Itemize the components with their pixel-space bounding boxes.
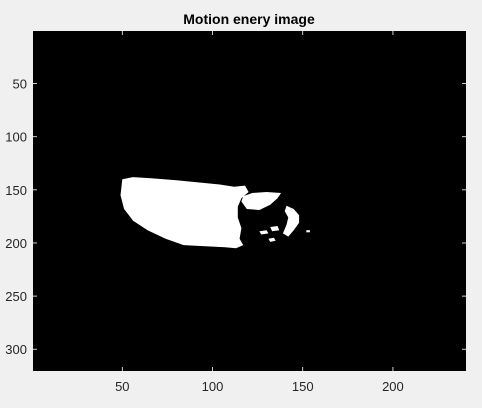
region-small-spot-3: [268, 237, 276, 242]
chart-title: Motion enery image: [183, 11, 315, 27]
x-tick-label: 200: [382, 379, 404, 394]
x-axis: 50 100 150 200: [115, 31, 404, 394]
region-small-spot-4: [306, 230, 310, 233]
y-tick-label: 200: [5, 236, 27, 251]
plot-area: [33, 31, 466, 371]
y-tick-label: 150: [5, 183, 27, 198]
y-tick-label: 250: [5, 289, 27, 304]
motion-regions: [120, 177, 310, 249]
x-tick-label: 100: [202, 379, 224, 394]
x-tick-label: 150: [292, 379, 314, 394]
region-small-spot-1: [270, 226, 280, 232]
region-main-blob: [120, 177, 249, 249]
y-tick-label: 100: [5, 130, 27, 145]
y-axis: 50 100 150 200 250 300: [5, 77, 466, 357]
region-right-edge-blob: [282, 205, 300, 237]
region-small-spot-2: [259, 230, 269, 235]
region-upper-blob: [241, 192, 282, 210]
x-tick-label: 50: [115, 379, 129, 394]
y-tick-label: 50: [13, 77, 27, 92]
y-tick-label: 300: [5, 342, 27, 357]
